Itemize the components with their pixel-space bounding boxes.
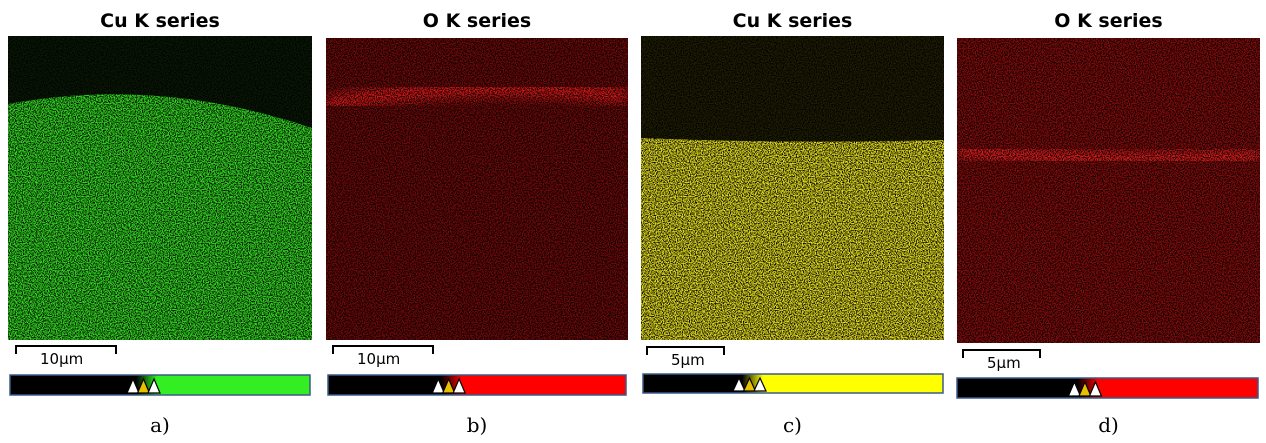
color-bar-marker — [732, 376, 746, 392]
color-bar-marker — [452, 377, 467, 394]
panel-caption: d) — [1098, 413, 1119, 437]
color-bar-marker — [431, 377, 446, 394]
scale-bar-label: 5µm — [987, 354, 1021, 372]
panel-caption: a) — [150, 413, 170, 437]
color-bar — [9, 374, 311, 396]
color-bar — [956, 377, 1259, 399]
scale-bar — [646, 346, 725, 355]
scale-bar-label: 10µm — [40, 350, 83, 368]
color-bar — [327, 374, 627, 396]
element-map — [957, 38, 1260, 343]
element-map — [326, 38, 628, 340]
panel-caption: b) — [467, 413, 488, 437]
map-noise — [641, 36, 944, 340]
color-bar-marker — [753, 376, 767, 392]
panel: Cu K series 10µm a) — [8, 10, 312, 437]
color-bar-marker — [126, 377, 140, 394]
color-bar-marker — [136, 377, 151, 394]
panel: O K series 10µm b) — [326, 10, 628, 437]
scale-bar — [332, 345, 434, 354]
panel: O K series 5µm d) — [956, 10, 1260, 437]
scale-bar — [15, 345, 117, 354]
scale-bar — [962, 349, 1041, 358]
panel: Cu K series 5µm c) — [641, 10, 944, 437]
panel-title: Cu K series — [733, 10, 853, 32]
element-map — [641, 36, 944, 340]
color-bar-marker — [441, 377, 456, 394]
element-map — [8, 36, 312, 340]
color-bar-marker — [1088, 380, 1103, 397]
color-bar-marker — [1067, 380, 1082, 397]
color-bar-marker — [742, 376, 757, 392]
panel-caption: c) — [783, 413, 802, 437]
map-noise — [8, 36, 312, 340]
color-bar-marker — [147, 377, 161, 394]
scale-bar-label: 5µm — [671, 351, 705, 369]
scale-bar-label: 10µm — [357, 350, 400, 368]
color-bar — [642, 373, 944, 394]
map-noise — [326, 38, 628, 340]
panel-title: O K series — [1054, 10, 1162, 32]
panel-title: Cu K series — [100, 10, 220, 32]
map-noise — [957, 38, 1260, 343]
color-bar-marker — [1078, 380, 1092, 397]
panel-title: O K series — [423, 10, 531, 32]
